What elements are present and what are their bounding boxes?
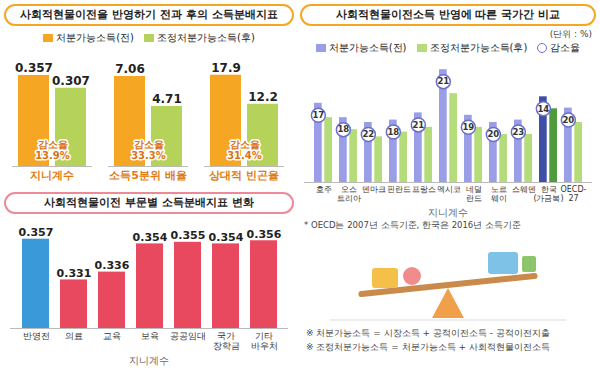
svg-text:기타바우처: 기타바우처 [251,331,278,351]
html-text:* OECD는 2007년 소득기준, 한국은 2016년: * OECD는 2007년 소득기준, 한국은 2016년 소득기준 [304,220,521,230]
svg-text:교육: 교육 [103,331,121,341]
html-text:지니계수: 지니계수 [30,169,74,182]
svg-text:감소율13.9%: 감소율13.9% [35,139,70,161]
svg-text:공공임대: 공공임대 [170,331,206,341]
svg-text:21: 21 [437,76,449,86]
html-text:지니계수: 지니계수 [428,207,468,218]
html-text:조정처분가능소득(후): 조정처분가능소득(후) [157,32,255,43]
svg-text:17.9: 17.9 [211,61,241,75]
svg-text:4.71: 4.71 [152,92,182,106]
svg-text:OECD-27: OECD-27 [561,185,587,203]
svg-text:스웨덴: 스웨덴 [512,185,536,194]
svg-text:21: 21 [412,120,424,130]
html-text:사회적현물이전소득 반영에 따른 국가간 비교: 사회적현물이전소득 반영에 따른 국가간 비교 [335,8,561,21]
svg-text:의료: 의료 [65,331,83,341]
svg-text:멕시코: 멕시코 [437,185,461,194]
html-text:처분가능소득(전): 처분가능소득(전) [328,42,407,53]
svg-text:20: 20 [562,115,574,125]
svg-text:19: 19 [462,122,474,132]
svg-text:오스트리아: 오스트리아 [337,185,361,203]
svg-text:0.331: 0.331 [57,267,92,280]
html-text:※ 조정처분가능소득 = 처분가능소득 + 사회적현물이전소: ※ 조정처분가능소득 = 처분가능소득 + 사회적현물이전소득 [306,342,550,352]
svg-text:0.357: 0.357 [19,226,54,239]
svg-text:0.307: 0.307 [52,74,90,88]
html-text:상대적 빈곤율: 상대적 빈곤율 [209,169,279,182]
svg-text:0.356: 0.356 [247,228,282,241]
html-text:처분가능소득(전): 처분가능소득(전) [56,32,134,43]
svg-text:7.06: 7.06 [115,62,145,76]
svg-text:18: 18 [337,124,349,134]
svg-text:한국(가금복): 한국(가금복) [533,185,563,203]
svg-text:노르웨이: 노르웨이 [491,185,507,203]
svg-text:20: 20 [487,129,499,139]
svg-text:0.357: 0.357 [15,61,53,75]
svg-text:반영전: 반영전 [23,331,50,341]
svg-text:0.354: 0.354 [133,231,168,244]
html-text:조정처분가능소득(후): 조정처분가능소득(후) [429,42,528,53]
svg-text:18: 18 [387,127,399,137]
html-text:(단위 : %): (단위 : %) [549,29,592,39]
svg-text:핀란드: 핀란드 [387,185,411,194]
svg-text:17: 17 [312,110,324,120]
html-text:소득5분위 배율: 소득5분위 배율 [109,169,187,182]
html-text:※ 처분가능소득 = 시장소득 + 공적이전소득 - 공적이: ※ 처분가능소득 = 시장소득 + 공적이전소득 - 공적이전지출 [306,328,550,338]
svg-text:덴마크: 덴마크 [362,185,386,194]
svg-text:네덜란드: 네덜란드 [466,185,482,203]
svg-text:감소율31.4%: 감소율31.4% [227,139,262,161]
html-text:사회적현물이전 부문별 소득분배지표 변화: 사회적현물이전 부문별 소득분배지표 변화 [44,196,254,209]
svg-text:국가장학금: 국가장학금 [213,331,240,351]
svg-text:호주: 호주 [316,185,332,194]
svg-text:보육: 보육 [141,331,159,341]
svg-text:0.336: 0.336 [95,259,130,272]
svg-text:프랑스: 프랑스 [412,185,436,194]
svg-text:0.355: 0.355 [171,229,206,242]
html-text:감소율: 감소율 [550,42,581,53]
svg-text:23: 23 [512,127,524,137]
svg-text:0.354: 0.354 [209,231,244,244]
html-text:사회적현물이전을 반영하기 전과 후의 소득분배지표: 사회적현물이전을 반영하기 전과 후의 소득분배지표 [20,8,278,21]
svg-text:14: 14 [537,104,549,114]
svg-text:12.2: 12.2 [248,90,278,104]
svg-text:22: 22 [362,129,374,139]
svg-text:감소율33.3%: 감소율33.3% [131,139,166,161]
html-text:지니계수: 지니계수 [129,355,169,366]
